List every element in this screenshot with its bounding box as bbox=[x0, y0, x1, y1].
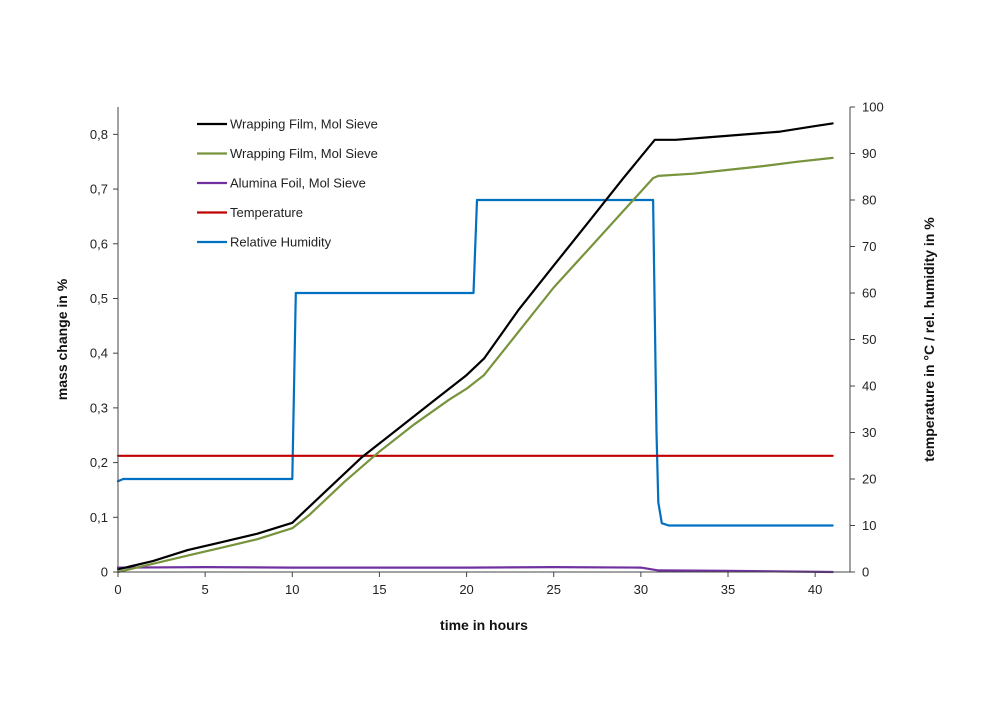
y-right-axis-title: temperature in °C / rel. humidity in % bbox=[921, 217, 937, 462]
y-left-tick-label: 0 bbox=[101, 565, 108, 580]
y-left-tick-label: 0,5 bbox=[90, 291, 108, 306]
y-left-tick-label: 0,6 bbox=[90, 236, 108, 251]
y-right-tick-label: 0 bbox=[862, 565, 869, 580]
legend-label: Alumina Foil, Mol Sieve bbox=[230, 176, 366, 191]
y-left-tick-label: 0,2 bbox=[90, 455, 108, 470]
y-right-tick-label: 70 bbox=[862, 239, 876, 254]
legend-label: Wrapping Film, Mol Sieve bbox=[230, 117, 378, 132]
x-tick-label: 0 bbox=[114, 582, 121, 597]
series-line-wrapping-film-mol-sieve-1 bbox=[116, 156, 834, 574]
x-tick-label: 20 bbox=[459, 582, 473, 597]
series-line-relative-humidity-4 bbox=[116, 198, 834, 527]
x-tick-label: 35 bbox=[721, 582, 735, 597]
x-tick-label: 10 bbox=[285, 582, 299, 597]
y-right-tick-label: 30 bbox=[862, 425, 876, 440]
x-tick-label: 40 bbox=[808, 582, 822, 597]
y-left-tick-label: 0,8 bbox=[90, 127, 108, 142]
series-line-alumina-foil-mol-sieve-2 bbox=[116, 566, 834, 574]
y-left-tick-label: 0,7 bbox=[90, 182, 108, 197]
legend: Wrapping Film, Mol Sieve Wrapping Film, M… bbox=[197, 117, 378, 250]
x-tick-label: 25 bbox=[546, 582, 560, 597]
y-right-tick-label: 90 bbox=[862, 146, 876, 161]
axes: 0 5 10 15 20 25 30 35 40 0 0,1 0,2 0,3 0,4 0,5 0,6 0,7 0,… bbox=[54, 100, 937, 634]
legend-label: Relative Humidity bbox=[230, 235, 332, 250]
series-line-wrapping-film-mol-sieve-0 bbox=[116, 122, 834, 571]
y-left-axis-title: mass change in % bbox=[54, 278, 70, 400]
x-tick-label: 5 bbox=[202, 582, 209, 597]
y-right-tick-label: 60 bbox=[862, 286, 876, 301]
y-right-tick-label: 50 bbox=[862, 332, 876, 347]
x-tick-label: 30 bbox=[634, 582, 648, 597]
y-right-tick-label: 10 bbox=[862, 518, 876, 533]
y-right-tick-label: 100 bbox=[862, 100, 884, 115]
y-left-tick-label: 0,3 bbox=[90, 400, 108, 415]
y-right-tick-label: 80 bbox=[862, 193, 876, 208]
x-axis-title: time in hours bbox=[440, 617, 528, 633]
legend-label: Temperature bbox=[230, 205, 303, 220]
y-left-tick-label: 0,4 bbox=[90, 346, 108, 361]
y-left-tick-label: 0,1 bbox=[90, 510, 108, 525]
x-tick-label: 15 bbox=[372, 582, 386, 597]
y-right-tick-label: 20 bbox=[862, 472, 876, 487]
y-right-tick-label: 40 bbox=[862, 379, 876, 394]
plot-area bbox=[116, 122, 834, 574]
legend-label: Wrapping Film, Mol Sieve bbox=[230, 146, 378, 161]
